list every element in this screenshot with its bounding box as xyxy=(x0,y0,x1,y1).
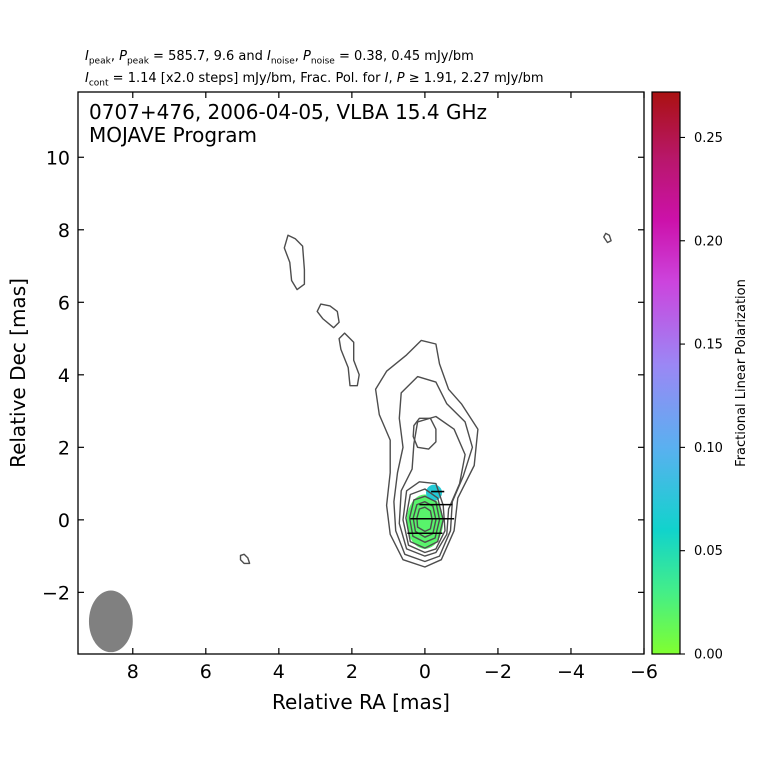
frac-pol-i-symbol: I xyxy=(384,71,389,86)
contour-12 xyxy=(239,553,251,565)
y-axis-label: Relative Dec [mas] xyxy=(6,278,30,468)
p-noise-symbol: P xyxy=(303,49,311,64)
chart-subtitle: MOJAVE Program xyxy=(89,123,257,147)
colorbar-tick-label: 0.20 xyxy=(694,234,723,249)
contour-10 xyxy=(316,303,340,329)
i-peak-subscript: peak xyxy=(88,56,111,67)
contour-7 xyxy=(416,506,433,533)
header-line-peak: Ipeak, Ppeak = 585.7, 9.6 and Inoise, Pn… xyxy=(85,49,474,67)
x-tick-label: −6 xyxy=(630,661,658,683)
colorbar-tick-label: 0.15 xyxy=(694,338,723,353)
i-noise-subscript: noise xyxy=(270,56,295,67)
contour-6 xyxy=(412,501,437,538)
contour-5 xyxy=(408,495,441,543)
beam-layer xyxy=(88,590,133,653)
contour-1 xyxy=(393,375,474,563)
i-cont-symbol: I xyxy=(85,71,89,86)
y-tick-label: 8 xyxy=(58,220,70,242)
y-tick-label: −2 xyxy=(42,582,70,604)
x-tick-label: 0 xyxy=(419,661,431,683)
frac-pol-values: 1.91, 2.27 mJy/bm xyxy=(423,71,544,86)
cont-text: = 1.14 [x2.0 steps] mJy/bm, Frac. Pol. f… xyxy=(112,71,381,86)
i-noise-symbol: I xyxy=(267,49,271,64)
x-axis-label: Relative RA [mas] xyxy=(272,690,450,714)
y-tick-label: 2 xyxy=(58,437,70,459)
plot-frame xyxy=(77,91,645,655)
evpa-vector-layer xyxy=(407,490,455,535)
colorbar-frame xyxy=(651,91,681,655)
peak-values: 585.7, 9.6 xyxy=(168,49,235,64)
contour-2 xyxy=(398,415,466,557)
p-noise-subscript: noise xyxy=(310,56,335,67)
x-tick-label: 8 xyxy=(127,661,139,683)
contour-0 xyxy=(374,339,479,568)
p-peak-symbol: P xyxy=(119,49,127,64)
y-tick-label: 4 xyxy=(58,365,70,387)
contour-8 xyxy=(412,417,437,450)
contour-3 xyxy=(402,481,446,554)
colorbar-ticks: 0.00 0.05 0.10 0.15 0.20 0.25 xyxy=(680,131,723,663)
contour-13 xyxy=(603,232,612,244)
colorbar-label: Fractional Linear Polarization xyxy=(734,279,749,467)
beam-ellipse xyxy=(88,590,133,653)
contour-11 xyxy=(338,332,360,387)
colorbar-tick-label: 0.00 xyxy=(694,648,723,663)
colorbar-tick-label: 0.05 xyxy=(694,544,723,559)
x-tick-label: −2 xyxy=(484,661,512,683)
i-peak-symbol: I xyxy=(85,49,89,64)
y-axis-ticks: −2 0 2 4 6 8 10 xyxy=(42,147,644,604)
x-tick-label: −4 xyxy=(557,661,585,683)
y-tick-label: 6 xyxy=(58,292,70,314)
frac-pol-p-symbol: P xyxy=(396,71,405,86)
y-tick-label: 10 xyxy=(46,147,70,169)
p-peak-subscript: peak xyxy=(126,56,149,67)
chart-title: 0707+476, 2006-04-05, VLBA 15.4 GHz xyxy=(89,100,487,124)
y-tick-label: 0 xyxy=(58,510,70,532)
colorbar-tick-label: 0.25 xyxy=(694,131,723,146)
i-cont-subscript: cont xyxy=(88,78,109,89)
noise-values: 0.38, 0.45 mJy/bm xyxy=(354,49,474,64)
x-tick-label: 2 xyxy=(346,661,358,683)
and-word: and xyxy=(238,49,263,64)
x-tick-label: 4 xyxy=(273,661,285,683)
x-tick-label: 6 xyxy=(200,661,212,683)
colorbar xyxy=(652,92,680,654)
colorbar-tick-label: 0.10 xyxy=(694,441,723,456)
x-axis-ticks: 8 6 4 2 0 −2 −4 −6 xyxy=(127,92,658,683)
contour-9 xyxy=(283,234,306,291)
header-line-contours: Icont = 1.14 [x2.0 steps] mJy/bm, Frac. … xyxy=(85,71,544,89)
